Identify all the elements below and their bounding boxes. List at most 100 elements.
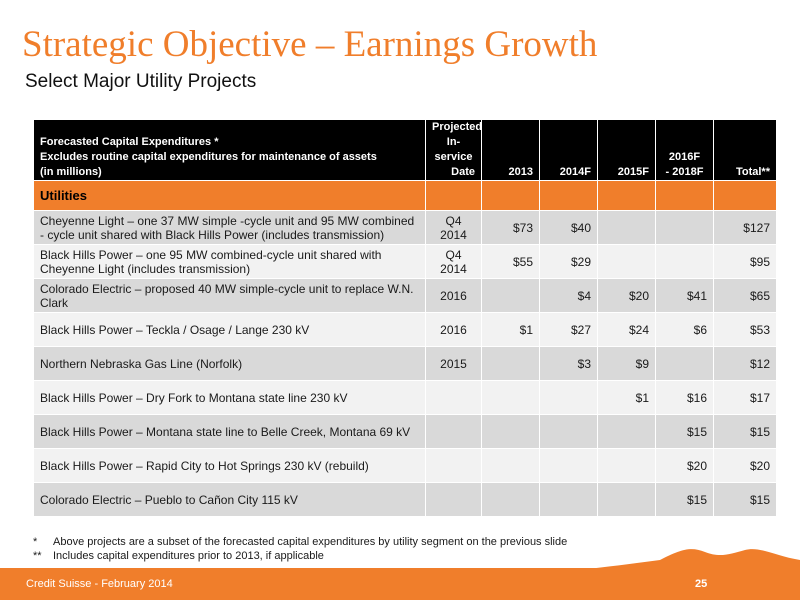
inservice-date xyxy=(425,482,482,517)
capex-2013 xyxy=(481,278,540,313)
hills-decoration xyxy=(560,549,800,572)
header-2016-line: 2016F xyxy=(668,151,701,163)
header-desc-line: (in millions) xyxy=(40,166,102,178)
section-cell xyxy=(425,180,482,211)
page-subtitle: Select Major Utility Projects xyxy=(25,71,257,92)
capex-total: $12 xyxy=(713,346,777,381)
capex-2013 xyxy=(481,380,540,415)
capex-2016-2018 xyxy=(655,210,714,245)
footnote-mark: ** xyxy=(33,550,42,562)
table-row: Cheyenne Light – one 37 MW simple -cycle… xyxy=(33,210,777,245)
header-date-line: In-service xyxy=(434,136,473,163)
capex-total: $17 xyxy=(713,380,777,415)
capex-2016-2018: $41 xyxy=(655,278,714,313)
capex-2014: $3 xyxy=(539,346,598,381)
header-2016-2018: 2016F - 2018F xyxy=(655,119,714,181)
footnote-text: Includes capital expenditures prior to 2… xyxy=(53,550,324,562)
section-cell xyxy=(539,180,598,211)
project-description: Black Hills Power – Montana state line t… xyxy=(33,414,426,449)
capex-2016-2018: $15 xyxy=(655,414,714,449)
capex-2016-2018: $20 xyxy=(655,448,714,483)
capex-table: Forecasted Capital Expenditures * Exclud… xyxy=(33,119,777,517)
footnote: ** Includes capital expenditures prior to… xyxy=(33,549,567,563)
capex-2015 xyxy=(597,448,656,483)
capex-2013 xyxy=(481,448,540,483)
project-description: Cheyenne Light – one 37 MW simple -cycle… xyxy=(33,210,426,245)
table-row: Black Hills Power – one 95 MW combined-c… xyxy=(33,244,777,279)
project-description: Northern Nebraska Gas Line (Norfolk) xyxy=(33,346,426,381)
inservice-date: 2016 xyxy=(425,278,482,313)
capex-2015 xyxy=(597,244,656,279)
inservice-date xyxy=(425,448,482,483)
capex-2013 xyxy=(481,346,540,381)
inservice-date xyxy=(425,414,482,449)
section-cell xyxy=(655,180,714,211)
footnote: * Above projects are a subset of the fore… xyxy=(33,535,567,549)
table-row: Colorado Electric – Pueblo to Cañon City… xyxy=(33,482,777,517)
header-date-line: Date xyxy=(451,166,475,178)
capex-2014 xyxy=(539,414,598,449)
header-2014: 2014F xyxy=(539,119,598,181)
header-desc-line: Excludes routine capital expenditures fo… xyxy=(40,151,377,163)
capex-total: $15 xyxy=(713,482,777,517)
inservice-date: Q4 2014 xyxy=(425,210,482,245)
footnotes: * Above projects are a subset of the fore… xyxy=(33,535,567,563)
capex-total: $15 xyxy=(713,414,777,449)
capex-2015 xyxy=(597,210,656,245)
inservice-date: Q4 2014 xyxy=(425,244,482,279)
header-date-line: Projected xyxy=(432,121,482,133)
capex-2015 xyxy=(597,414,656,449)
footer-bar xyxy=(0,568,800,600)
capex-2016-2018: $15 xyxy=(655,482,714,517)
capex-2014 xyxy=(539,482,598,517)
capex-2015: $20 xyxy=(597,278,656,313)
capex-2016-2018 xyxy=(655,346,714,381)
capex-total: $127 xyxy=(713,210,777,245)
header-2013: 2013 xyxy=(481,119,540,181)
footnote-text: Above projects are a subset of the forec… xyxy=(53,536,568,548)
project-description: Black Hills Power – one 95 MW combined-c… xyxy=(33,244,426,279)
table-row: Northern Nebraska Gas Line (Norfolk) 2015… xyxy=(33,346,777,381)
page-title: Strategic Objective – Earnings Growth xyxy=(22,24,598,65)
section-cell xyxy=(597,180,656,211)
project-description: Colorado Electric – proposed 40 MW simpl… xyxy=(33,278,426,313)
table-header-row: Forecasted Capital Expenditures * Exclud… xyxy=(33,119,777,181)
capex-total: $53 xyxy=(713,312,777,347)
header-total: Total** xyxy=(713,119,777,181)
capex-2015 xyxy=(597,482,656,517)
capex-2014: $29 xyxy=(539,244,598,279)
table-row: Black Hills Power – Montana state line t… xyxy=(33,414,777,449)
capex-2013: $73 xyxy=(481,210,540,245)
capex-2015: $24 xyxy=(597,312,656,347)
capex-2016-2018 xyxy=(655,244,714,279)
capex-2016-2018: $16 xyxy=(655,380,714,415)
capex-2013 xyxy=(481,482,540,517)
capex-2014: $40 xyxy=(539,210,598,245)
header-inservice-date: Projected In-service Date xyxy=(425,119,482,181)
project-description: Black Hills Power – Teckla / Osage / Lan… xyxy=(33,312,426,347)
capex-2015: $1 xyxy=(597,380,656,415)
capex-2014 xyxy=(539,448,598,483)
section-cell xyxy=(713,180,777,211)
footnote-mark: * xyxy=(33,536,38,548)
table-row: Colorado Electric – proposed 40 MW simpl… xyxy=(33,278,777,313)
capex-2013 xyxy=(481,414,540,449)
page-number: 25 xyxy=(695,578,708,590)
header-2015: 2015F xyxy=(597,119,656,181)
inservice-date xyxy=(425,380,482,415)
project-description: Black Hills Power – Rapid City to Hot Sp… xyxy=(33,448,426,483)
table-row: Black Hills Power – Rapid City to Hot Sp… xyxy=(33,448,777,483)
capex-total: $20 xyxy=(713,448,777,483)
capex-total: $65 xyxy=(713,278,777,313)
inservice-date: 2016 xyxy=(425,312,482,347)
header-2016-line: - 2018F xyxy=(665,166,704,178)
section-row-utilities: Utilities xyxy=(33,180,777,211)
capex-2013: $55 xyxy=(481,244,540,279)
section-label: Utilities xyxy=(33,180,426,211)
table-row: Black Hills Power – Dry Fork to Montana … xyxy=(33,380,777,415)
capex-2014 xyxy=(539,380,598,415)
header-desc-line: Forecasted Capital Expenditures * xyxy=(40,136,219,148)
capex-2015: $9 xyxy=(597,346,656,381)
capex-2016-2018: $6 xyxy=(655,312,714,347)
capex-2013: $1 xyxy=(481,312,540,347)
